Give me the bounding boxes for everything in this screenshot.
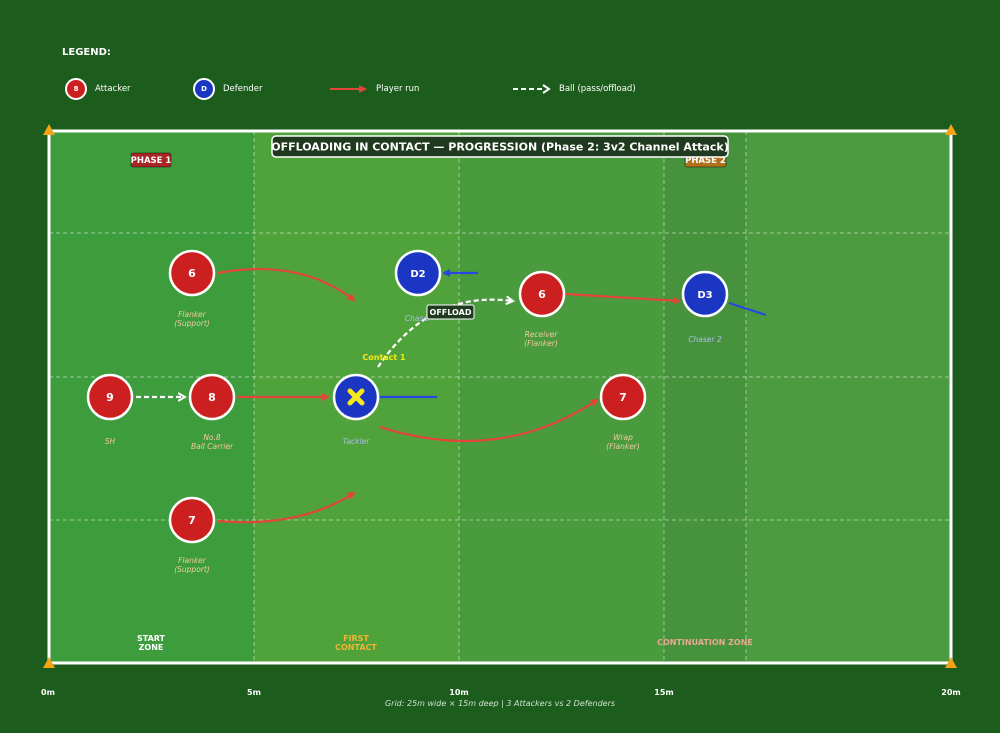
player-role: SH bbox=[105, 437, 116, 446]
player-role: Flanker bbox=[178, 556, 207, 565]
player-number: 7 bbox=[188, 514, 196, 527]
run-arrow-icon bbox=[330, 85, 367, 93]
player-role: (Support) bbox=[174, 565, 210, 574]
player-role: Wrap bbox=[613, 433, 633, 442]
footnote: Grid: 25m wide × 15m deep | 3 Attackers … bbox=[384, 699, 616, 708]
cone-icon bbox=[945, 657, 957, 668]
phase1-badge-label: PHASE 1 bbox=[131, 156, 172, 166]
legend-run: Player run bbox=[330, 76, 419, 102]
player-number: D3 bbox=[697, 290, 712, 301]
diagram-title: OFFLOADING IN CONTACT — PROGRESSION (Pha… bbox=[271, 141, 728, 154]
cone-icon bbox=[43, 124, 55, 135]
player-role: Receiver bbox=[525, 330, 559, 339]
player-tackler: Tackler bbox=[332, 373, 380, 446]
legend-title: LEGEND: bbox=[62, 47, 111, 58]
far-zone-band bbox=[746, 131, 951, 663]
player-number: 7 bbox=[619, 391, 627, 404]
defender-legend-chip: D bbox=[193, 78, 215, 100]
player-number: D2 bbox=[410, 269, 425, 280]
run-arrow-wrap bbox=[379, 398, 599, 443]
player-d3: D3 Chaser 2 bbox=[681, 270, 729, 344]
scale-0m: 0m bbox=[41, 688, 55, 697]
player-role: Tackler bbox=[343, 437, 371, 446]
run-arrow-flanker7 bbox=[217, 491, 356, 524]
tackle-x-icon bbox=[347, 388, 365, 406]
contact-zone-label: CONTACT bbox=[335, 643, 377, 652]
player-number: 6 bbox=[538, 288, 546, 301]
player-role: Flanker bbox=[178, 310, 207, 319]
player-role: (Flanker) bbox=[606, 442, 640, 451]
scale-10m: 10m bbox=[449, 688, 469, 697]
attacker-legend-chip: 8 bbox=[65, 78, 87, 100]
player-role: No.8 bbox=[203, 433, 221, 442]
legend-defender: D Defender bbox=[193, 76, 263, 102]
ball-arrow-icon bbox=[513, 84, 551, 94]
title-box bbox=[271, 135, 729, 158]
legend-ball-label: Ball (pass/offload) bbox=[559, 84, 636, 94]
pitch-border bbox=[47, 129, 953, 665]
contact1-label: Contact 1 bbox=[362, 353, 406, 362]
grid-lines bbox=[49, 131, 951, 663]
run-arrow-receiver bbox=[565, 292, 681, 305]
player-no8: 8 No.8 Ball Carrier bbox=[188, 373, 236, 451]
continuation-zone-label: CONTINUATION ZONE bbox=[657, 638, 753, 647]
run-arrow-flanker6 bbox=[217, 268, 356, 302]
legend-defender-label: Defender bbox=[223, 84, 263, 94]
player-d2: Chaser D2 bbox=[394, 249, 442, 323]
player-role: Chaser 2 bbox=[688, 335, 722, 344]
legend-run-label: Player run bbox=[376, 84, 420, 94]
run-arrows bbox=[217, 268, 681, 524]
player-number: 8 bbox=[208, 391, 216, 404]
player-sh9: 9 SH bbox=[86, 373, 134, 446]
player-role: Chaser bbox=[405, 314, 432, 323]
legend-attacker: 8 Attacker bbox=[65, 76, 131, 102]
legend-attacker-label: Attacker bbox=[95, 84, 131, 94]
player-wrap7: 7 Wrap (Flanker) bbox=[599, 373, 647, 451]
scale-5m: 5m bbox=[247, 688, 261, 697]
offload-tag bbox=[426, 304, 475, 320]
legend-ball: Ball (pass/offload) bbox=[513, 76, 636, 102]
d3-chase-line bbox=[728, 301, 767, 317]
offload-label: OFFLOAD bbox=[430, 308, 472, 317]
player-role: Ball Carrier bbox=[191, 442, 234, 451]
start-zone-label: START bbox=[137, 634, 166, 643]
start-zone-label: ZONE bbox=[139, 643, 164, 652]
cone-icon bbox=[945, 124, 957, 135]
cone-icon bbox=[43, 657, 55, 668]
phase1-badge bbox=[130, 152, 172, 168]
player-number: 6 bbox=[188, 267, 196, 280]
player-receiver6: 6 Receiver (Flanker) bbox=[518, 270, 566, 348]
player-number: 9 bbox=[106, 391, 114, 404]
continuation-zone-band bbox=[664, 131, 746, 663]
scale-15m: 15m bbox=[654, 688, 674, 697]
contact-zone-label: FIRST bbox=[343, 634, 369, 643]
player-flanker7: 7 Flanker (Support) bbox=[168, 496, 216, 574]
player-flanker6: 6 Flanker (Support) bbox=[168, 249, 216, 328]
player-role: (Support) bbox=[174, 319, 210, 328]
player-role: (Flanker) bbox=[524, 339, 558, 348]
phase2-badge-label: PHASE 2 bbox=[685, 156, 726, 166]
scale-20m: 20m bbox=[941, 688, 961, 697]
